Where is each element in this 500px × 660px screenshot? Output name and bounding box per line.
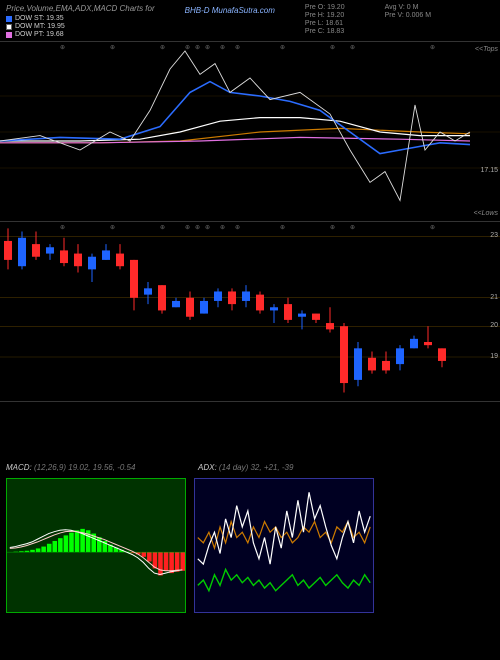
macd-header: MACD: (12,26,9) 19.02, 19.56, -0.54 bbox=[6, 463, 190, 472]
candlestick-panel: ⊕⊕⊕⊕⊕⊕⊕⊕⊕⊕⊕⊕ 23212019 bbox=[0, 221, 500, 401]
legend-pt: DOW PT: 19.68 bbox=[6, 31, 155, 38]
chart-title: Price,Volume,EMA,ADX,MACD Charts for bbox=[6, 4, 155, 13]
stat-high: Pre H: 19.20 bbox=[305, 12, 345, 19]
indicator-labels: MACD: (12,26,9) 19.02, 19.56, -0.54 ADX:… bbox=[0, 461, 500, 472]
header-left: Price,Volume,EMA,ADX,MACD Charts for DOW… bbox=[6, 4, 155, 39]
legend-mt-label: DOW MT: 19.95 bbox=[15, 23, 65, 30]
adx-label: ADX: bbox=[198, 463, 217, 472]
adx-chart bbox=[194, 478, 374, 613]
stat-prev: Pre V: 0.006 M bbox=[385, 12, 431, 19]
stat-open: Pre O: 19.20 bbox=[305, 4, 345, 11]
tops-axis-label: <<Tops bbox=[475, 46, 498, 53]
last-price-label: 17.15 bbox=[480, 167, 498, 174]
indicator-cards bbox=[0, 472, 500, 619]
stat-avgv: Avg V: 0 M bbox=[385, 4, 431, 11]
legend-pt-label: DOW PT: 19.68 bbox=[15, 31, 64, 38]
stat-low: Pre L: 18.61 bbox=[305, 20, 345, 27]
chart-header: Price,Volume,EMA,ADX,MACD Charts for DOW… bbox=[0, 0, 500, 41]
legend-st: DOW ST: 19.35 bbox=[6, 15, 155, 22]
legend-st-label: DOW ST: 19.35 bbox=[15, 15, 64, 22]
stats-vol: Avg V: 0 M Pre V: 0.006 M bbox=[385, 4, 431, 39]
spacer-panel bbox=[0, 401, 500, 461]
legend-mt-color bbox=[6, 24, 12, 30]
marker-row: ⊕⊕⊕⊕⊕⊕⊕⊕⊕⊕⊕⊕ bbox=[10, 224, 470, 234]
adx-params: (14 day) 32, +21, -39 bbox=[219, 463, 294, 472]
macd-params: (12,26,9) 19.02, 19.56, -0.54 bbox=[34, 463, 135, 472]
stat-close: Pre C: 18.83 bbox=[305, 28, 345, 35]
legend-pt-color bbox=[6, 32, 12, 38]
stats-ohlc: Pre O: 19.20 Pre H: 19.20 Pre L: 18.61 P… bbox=[305, 4, 345, 39]
macd-chart bbox=[6, 478, 186, 613]
price-ema-panel: ⊕⊕⊕⊕⊕⊕⊕⊕⊕⊕⊕⊕ <<Tops <<Lows 17.15 bbox=[0, 41, 500, 221]
title-prefix: Price,Volume,EMA,ADX,MACD Charts for bbox=[6, 4, 155, 13]
header-stats: Pre O: 19.20 Pre H: 19.20 Pre L: 18.61 P… bbox=[305, 4, 494, 39]
lows-axis-label: <<Lows bbox=[473, 210, 498, 217]
legend-mt: DOW MT: 19.95 bbox=[6, 23, 155, 30]
legend-st-color bbox=[6, 16, 12, 22]
macd-label: MACD: bbox=[6, 463, 32, 472]
adx-header: ADX: (14 day) 32, +21, -39 bbox=[198, 463, 382, 472]
marker-row-top: ⊕⊕⊕⊕⊕⊕⊕⊕⊕⊕⊕⊕ bbox=[10, 44, 470, 54]
ticker-label: BHB-D MunafaSutra.com bbox=[185, 4, 275, 39]
